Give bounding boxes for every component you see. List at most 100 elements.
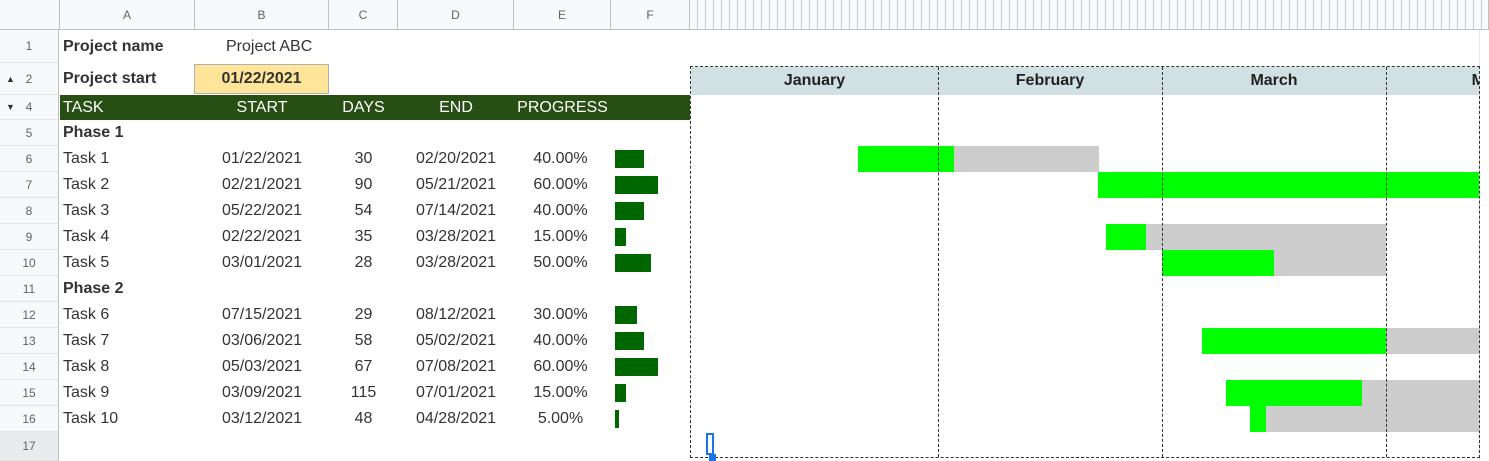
- column-header-d[interactable]: D: [398, 0, 514, 30]
- task-progress[interactable]: 60.00%: [533, 176, 588, 193]
- task-progress[interactable]: 40.00%: [533, 332, 588, 349]
- task-start[interactable]: 02/22/2021: [221, 228, 303, 245]
- task-end[interactable]: 07/01/2021: [415, 384, 497, 401]
- collapse-triangle-down-icon[interactable]: ▼: [6, 102, 15, 112]
- task-progress[interactable]: 60.00%: [533, 358, 588, 375]
- month-partial-label: M: [1471, 72, 1479, 89]
- task-progress[interactable]: 40.00%: [533, 150, 588, 167]
- task-end[interactable]: 08/12/2021: [415, 306, 497, 323]
- row-header-2-label: 2: [25, 71, 33, 86]
- row-header-15[interactable]: 15: [0, 380, 59, 406]
- task-name[interactable]: Task 4: [63, 228, 110, 245]
- row-header-5[interactable]: 5: [0, 120, 59, 146]
- gantt-bar-task7-done: [1202, 328, 1386, 354]
- task-days[interactable]: 35: [354, 228, 373, 245]
- task-name[interactable]: Task 10: [63, 410, 119, 427]
- gantt-bar-task5-done: [1162, 250, 1274, 276]
- task-progress[interactable]: 15.00%: [533, 384, 588, 401]
- task-days[interactable]: 58: [354, 332, 373, 349]
- column-header-b[interactable]: B: [195, 0, 329, 30]
- task-name[interactable]: Task 5: [63, 254, 110, 271]
- month-february: February: [938, 67, 1162, 95]
- task-end[interactable]: 07/08/2021: [415, 358, 497, 375]
- task-progress[interactable]: 15.00%: [533, 228, 588, 245]
- task-start[interactable]: 05/03/2021: [221, 358, 303, 375]
- task-days[interactable]: 54: [354, 202, 373, 219]
- task-name[interactable]: Task 2: [63, 176, 110, 193]
- task-name[interactable]: Task 1: [63, 150, 110, 167]
- task-table-header: [60, 95, 690, 120]
- row-header-2[interactable]: ▲ 2: [0, 63, 59, 95]
- month-march: March: [1162, 67, 1386, 95]
- task-start[interactable]: 03/01/2021: [221, 254, 303, 271]
- task-start[interactable]: 01/22/2021: [221, 150, 303, 167]
- progress-bar: [615, 332, 644, 350]
- project-start-label: Project start: [63, 70, 157, 87]
- task-days[interactable]: 90: [354, 176, 373, 193]
- task-days[interactable]: 115: [350, 384, 377, 401]
- task-progress[interactable]: 5.00%: [537, 410, 584, 427]
- row-header-4[interactable]: ▼ 4: [0, 95, 59, 120]
- task-name[interactable]: Task 6: [63, 306, 110, 323]
- month-partial: M: [1386, 67, 1479, 95]
- row-header-11[interactable]: 11: [0, 276, 59, 302]
- column-header-e[interactable]: E: [514, 0, 611, 30]
- row-header-14[interactable]: 14: [0, 354, 59, 380]
- task-start[interactable]: 03/12/2021: [221, 410, 303, 427]
- expand-triangle-up-icon[interactable]: ▲: [6, 73, 15, 84]
- task-start[interactable]: 07/15/2021: [221, 306, 303, 323]
- row-header-10[interactable]: 10: [0, 250, 59, 276]
- progress-bar: [615, 358, 658, 376]
- task-progress[interactable]: 30.00%: [533, 306, 588, 323]
- task-days[interactable]: 28: [354, 254, 373, 271]
- select-all-corner[interactable]: [0, 0, 60, 30]
- task-end[interactable]: 03/28/2021: [415, 254, 497, 271]
- row-header-12[interactable]: 12: [0, 302, 59, 328]
- task-start[interactable]: 03/09/2021: [221, 384, 303, 401]
- progress-bar: [615, 384, 626, 402]
- phase-2-label: Phase 2: [63, 280, 124, 297]
- gantt-bar-task9-remaining: [1362, 380, 1479, 406]
- task-end[interactable]: 02/20/2021: [415, 150, 497, 167]
- task-name[interactable]: Task 9: [63, 384, 110, 401]
- fill-handle[interactable]: [709, 454, 716, 461]
- row-header-1[interactable]: 1: [0, 30, 59, 63]
- narrow-columns-header[interactable]: [690, 0, 1489, 30]
- task-end[interactable]: 04/28/2021: [415, 410, 497, 427]
- task-start[interactable]: 03/06/2021: [221, 332, 303, 349]
- row-header-6[interactable]: 6: [0, 146, 59, 172]
- month-january: January: [691, 67, 938, 95]
- task-end[interactable]: 07/14/2021: [415, 202, 497, 219]
- row-header-17[interactable]: 17: [0, 432, 59, 461]
- project-start-input[interactable]: 01/22/2021: [194, 64, 329, 94]
- column-header-c[interactable]: C: [329, 0, 398, 30]
- task-name[interactable]: Task 3: [63, 202, 110, 219]
- divider-feb-mar: [1162, 67, 1163, 457]
- project-name-value[interactable]: Project ABC: [226, 37, 313, 55]
- column-header-f[interactable]: F: [611, 0, 690, 30]
- progress-bar: [615, 254, 651, 272]
- task-end[interactable]: 05/02/2021: [415, 332, 497, 349]
- row-header-8[interactable]: 8: [0, 198, 59, 224]
- row-header-13[interactable]: 13: [0, 328, 59, 354]
- task-days[interactable]: 30: [354, 150, 373, 167]
- task-start[interactable]: 05/22/2021: [221, 202, 303, 219]
- task-name[interactable]: Task 7: [63, 332, 110, 349]
- task-progress[interactable]: 40.00%: [533, 202, 588, 219]
- task-end[interactable]: 03/28/2021: [415, 228, 497, 245]
- row-header-16[interactable]: 16: [0, 406, 59, 432]
- row-header-9[interactable]: 9: [0, 224, 59, 250]
- task-end[interactable]: 05/21/2021: [415, 176, 497, 193]
- gantt-bar-task2-done: [1098, 172, 1479, 198]
- task-progress[interactable]: 50.00%: [533, 254, 588, 271]
- task-start[interactable]: 02/21/2021: [221, 176, 303, 193]
- task-name[interactable]: Task 8: [63, 358, 110, 375]
- task-days[interactable]: 67: [354, 358, 373, 375]
- task-days[interactable]: 29: [354, 306, 373, 323]
- selected-cell[interactable]: [706, 433, 714, 455]
- column-header-a[interactable]: A: [60, 0, 195, 30]
- header-end: END: [439, 98, 473, 116]
- task-days[interactable]: 48: [354, 410, 373, 427]
- row-header-7[interactable]: 7: [0, 172, 59, 198]
- gantt-bar-task10-remaining: [1266, 406, 1479, 432]
